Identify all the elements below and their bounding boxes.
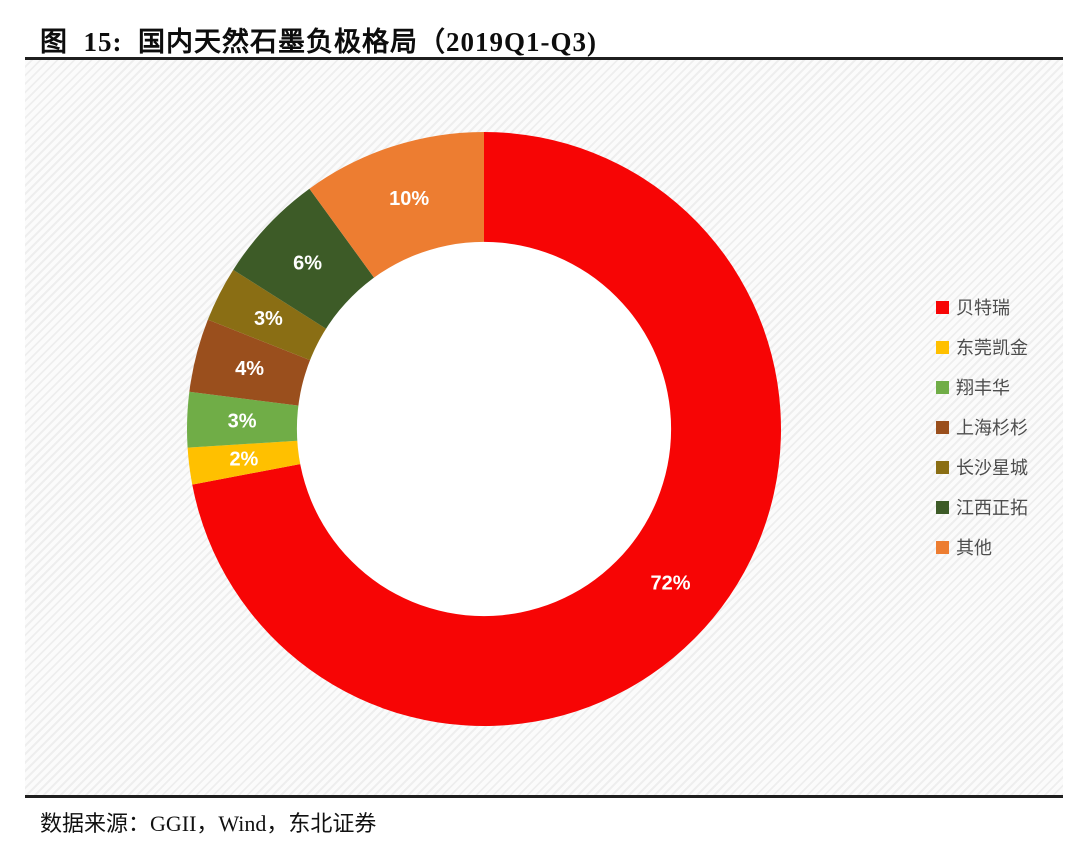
footer-rule xyxy=(25,795,1063,798)
legend-item: 东莞凯金 xyxy=(936,327,1028,367)
slice-label: 6% xyxy=(293,252,322,274)
slice-label: 3% xyxy=(254,308,283,330)
source-note: 数据来源：GGII，Wind，东北证券 xyxy=(40,811,377,836)
legend-item: 上海杉杉 xyxy=(936,407,1028,447)
title-rule xyxy=(25,57,1063,60)
chart-legend: 贝特瑞东莞凯金翔丰华上海杉杉长沙星城江西正拓其他 xyxy=(936,287,1028,567)
legend-swatch-icon xyxy=(936,300,949,314)
donut-hole xyxy=(296,241,672,617)
legend-label: 翔丰华 xyxy=(956,378,1010,398)
legend-label: 其他 xyxy=(956,538,992,558)
legend-swatch-icon xyxy=(936,460,949,474)
legend-item: 江西正拓 xyxy=(936,487,1028,527)
legend-swatch-icon xyxy=(936,540,949,554)
legend-item: 贝特瑞 xyxy=(936,287,1028,327)
legend-swatch-icon xyxy=(936,500,949,514)
legend-item: 翔丰华 xyxy=(936,367,1028,407)
legend-item: 其他 xyxy=(936,527,1028,567)
slice-label: 3% xyxy=(228,410,257,432)
legend-label: 贝特瑞 xyxy=(956,298,1010,318)
legend-swatch-icon xyxy=(936,340,949,354)
donut-chart: 72% 2% 3% 4% 3% 6% 10% xyxy=(187,132,781,726)
legend-label: 江西正拓 xyxy=(956,498,1028,518)
chart-panel: 72% 2% 3% 4% 3% 6% 10% 贝特瑞东莞凯金翔丰华上海杉杉长沙星城江西正拓其… xyxy=(25,60,1063,795)
legend-label: 上海杉杉 xyxy=(956,418,1028,438)
figure-title: 图 15: 国内天然石墨负极格局（2019Q1-Q3) xyxy=(40,27,597,57)
legend-label: 东莞凯金 xyxy=(956,338,1028,358)
legend-swatch-icon xyxy=(936,380,949,394)
slice-label: 4% xyxy=(235,358,264,380)
slice-label: 72% xyxy=(650,572,690,594)
legend-swatch-icon xyxy=(936,420,949,434)
slice-label: 10% xyxy=(389,188,429,210)
legend-item: 长沙星城 xyxy=(936,447,1028,487)
slice-label: 2% xyxy=(229,448,258,470)
legend-label: 长沙星城 xyxy=(956,458,1028,478)
